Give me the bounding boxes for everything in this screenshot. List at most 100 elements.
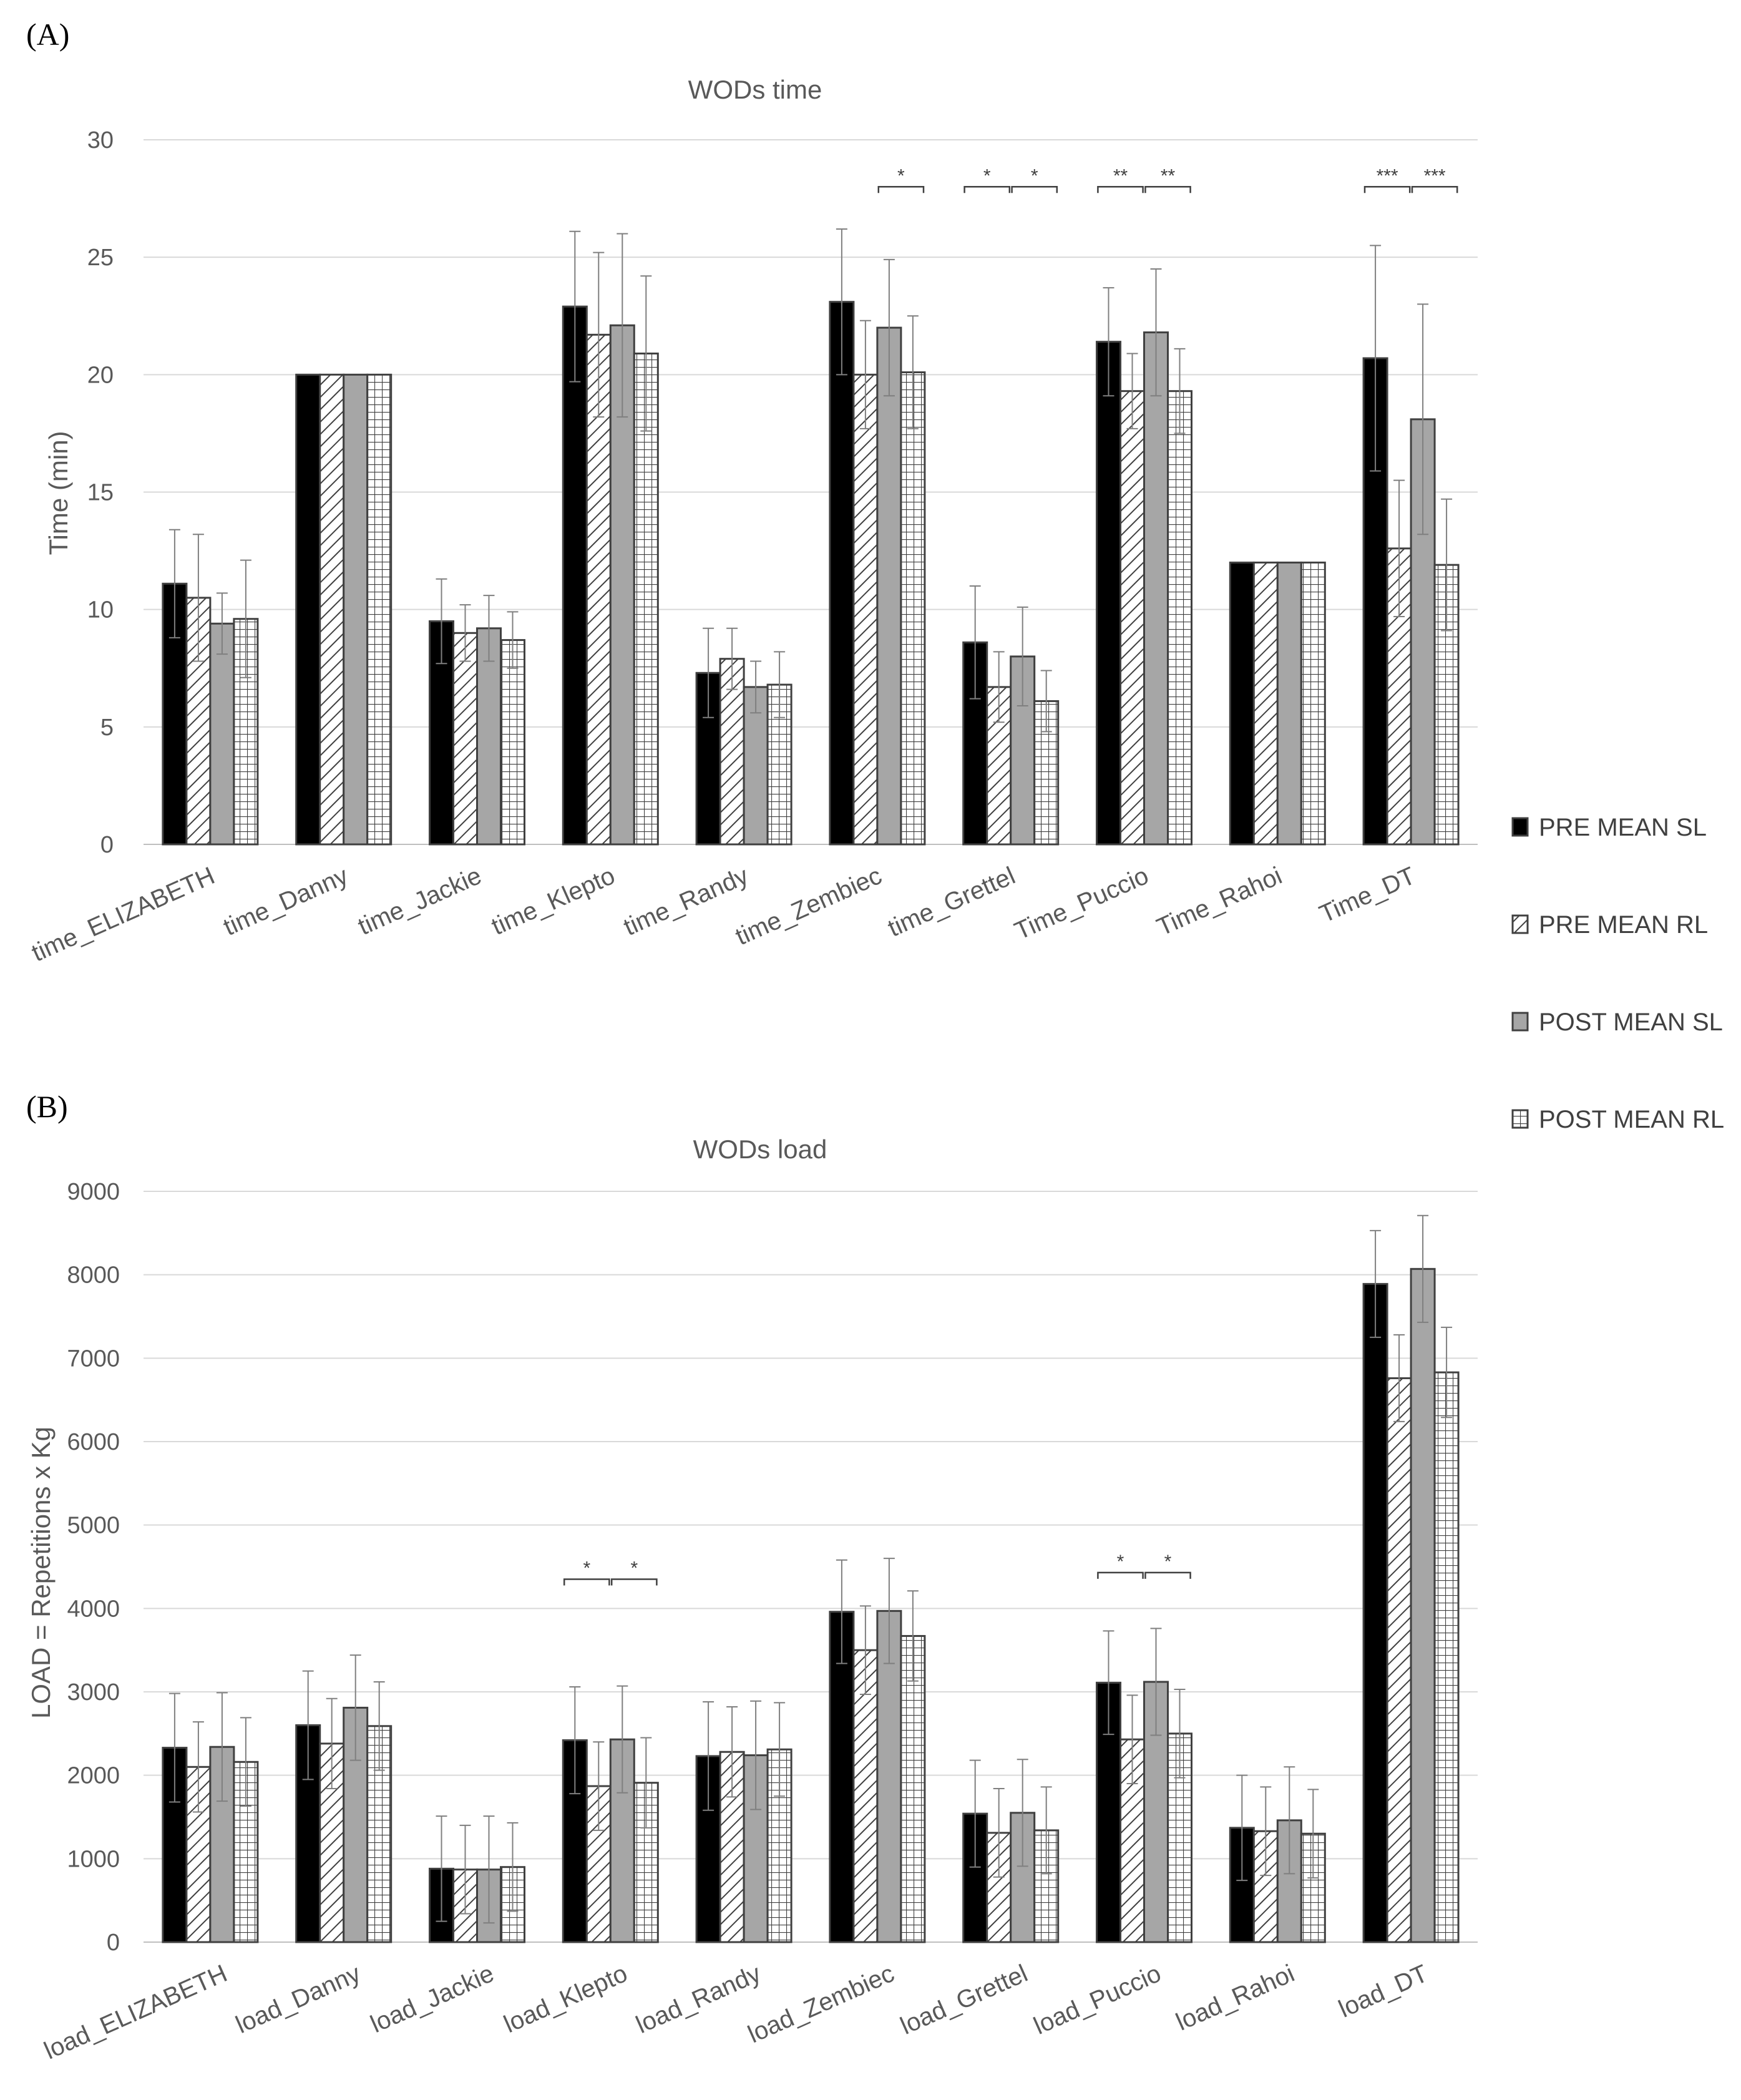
error-bar [1260, 1786, 1272, 1877]
y-tick-label: 7000 [67, 1345, 120, 1372]
bar-post-sl [209, 622, 235, 846]
significance-marker: * [1117, 1551, 1124, 1572]
error-bar [640, 275, 652, 432]
error-bar [216, 592, 228, 655]
error-bar [1393, 479, 1405, 617]
error-bar [907, 1590, 919, 1682]
error-bar [969, 1759, 981, 1868]
legend-label-pre-sl: PRE MEAN SL [1539, 814, 1707, 841]
y-tick-label: 0 [100, 832, 114, 858]
bar-post-rl [1300, 561, 1326, 846]
y-tick-label: 3000 [67, 1679, 120, 1706]
bar-pre-rl [1252, 561, 1279, 846]
panel-label-a: (A) [26, 17, 69, 52]
x-tick-label: time_Klepto [487, 862, 619, 940]
error-bar [1126, 1694, 1138, 1785]
significance-bracket [1363, 186, 1411, 193]
error-bar [1174, 1688, 1186, 1779]
legend-label-pre-rl: PRE MEAN RL [1539, 911, 1708, 939]
x-tick-label: load_DT [1335, 1960, 1432, 2023]
error-bar [593, 1741, 605, 1831]
error-bar [240, 559, 251, 678]
bar-pre-rl [852, 373, 879, 846]
significance-bracket [610, 1578, 658, 1586]
error-bar [507, 1822, 519, 1912]
error-bar [836, 1559, 847, 1664]
error-bar [726, 1706, 738, 1798]
error-bar [168, 529, 180, 638]
x-tick-label: Time_DT [1315, 862, 1420, 928]
bar-post-rl [500, 639, 525, 846]
significance-bracket [1411, 186, 1458, 193]
x-tick-label: load_Puccio [1030, 1960, 1165, 2040]
error-bar [750, 660, 762, 714]
y-tick-label: 0 [107, 1930, 120, 1956]
chart-wods-time: WODs time Time (min) 0 5 10 15 20 25 30 time_EL… [27, 75, 1478, 967]
error-bar [569, 230, 581, 383]
bar-pre-rl [319, 373, 345, 846]
error-bar [216, 1692, 228, 1802]
error-bar [1307, 1789, 1319, 1879]
significance-marker: *** [1424, 165, 1446, 186]
bar-pre-sl [1096, 341, 1121, 846]
bar-pre-rl [585, 333, 612, 846]
error-bar [459, 1824, 471, 1915]
error-bar [703, 627, 714, 718]
x-tick-label: load_Zembiec [744, 1960, 898, 2048]
error-bar [1150, 268, 1162, 397]
significance-marker: * [583, 1558, 590, 1579]
bar-post-sl [343, 373, 369, 846]
error-bar [1174, 348, 1186, 434]
error-bar [1441, 498, 1453, 632]
error-bar [1040, 1786, 1052, 1875]
error-bar [617, 1685, 628, 1794]
significance-bracket [563, 1578, 610, 1586]
bar-post-rl [1433, 1371, 1460, 1943]
bar-pre-sl [1229, 561, 1255, 846]
y-tick-label: 5000 [67, 1513, 120, 1539]
error-bar [1103, 1630, 1114, 1736]
significance-bracket [877, 186, 925, 193]
x-tick-label: time_Zembiec [731, 862, 885, 950]
y-tick-label: 4000 [67, 1596, 120, 1622]
x-tick-label: load_Rahoi [1172, 1960, 1299, 2036]
significance-bracket [1097, 1571, 1144, 1579]
error-bar [1441, 1326, 1453, 1419]
x-tick-label: time_Jackie [354, 862, 485, 940]
error-bar [1103, 287, 1114, 397]
bar-post-rl [900, 371, 926, 846]
y-tick-label: 1000 [67, 1846, 120, 1872]
error-bar [859, 320, 871, 429]
bar-post-sl [1276, 561, 1302, 846]
error-bar [1284, 1766, 1295, 1875]
bar-post-rl [1167, 390, 1192, 846]
significance-marker: * [1164, 1551, 1172, 1572]
y-tick-label: 5 [100, 715, 114, 741]
error-bar [1236, 1774, 1248, 1882]
bar-post-sl [1410, 1267, 1436, 1943]
y-tick-label: 2000 [67, 1763, 120, 1789]
error-bar [1126, 353, 1138, 429]
significance-marker: * [897, 165, 905, 186]
bar-pre-sl [829, 301, 855, 846]
error-bar [459, 604, 471, 662]
x-tick-label: Time_Rahoi [1153, 862, 1286, 941]
error-bar [640, 1737, 652, 1829]
error-bar [349, 1654, 361, 1761]
significance-bracket [1144, 1571, 1191, 1579]
error-bar [617, 233, 628, 418]
bar-pre-sl [1362, 1282, 1388, 1943]
error-bar [726, 627, 738, 690]
error-bar [192, 534, 204, 662]
error-bar [373, 1681, 385, 1771]
bar-post-rl [633, 1782, 659, 1943]
error-bar [1040, 670, 1052, 733]
y-axis-title: Time (min) [44, 431, 73, 555]
bar-pre-sl [295, 373, 321, 846]
y-tick-label: 30 [87, 127, 114, 154]
legend-swatch-post-rl [1511, 1109, 1529, 1129]
error-bar [969, 585, 981, 700]
bar-post-sl [876, 1609, 902, 1943]
